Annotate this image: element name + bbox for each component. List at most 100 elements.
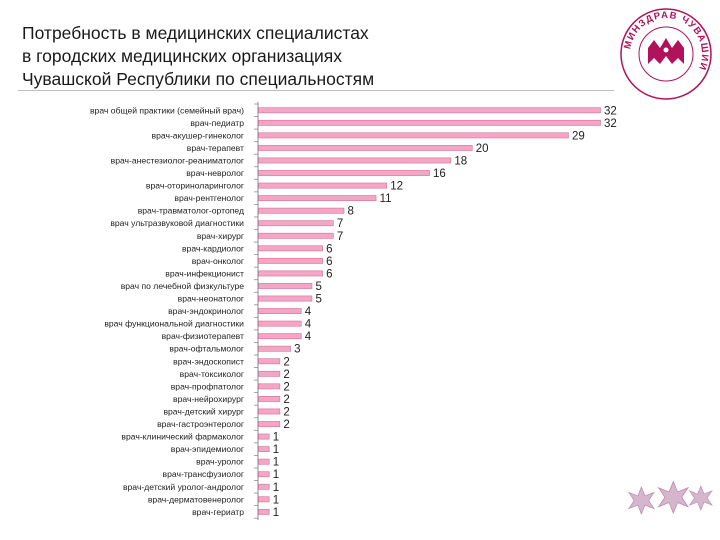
bar <box>258 195 377 202</box>
value-label: 18 <box>454 155 467 167</box>
category-label: врач-профпатолог <box>171 381 244 391</box>
value-label: 1 <box>273 469 279 481</box>
bar <box>258 270 323 277</box>
category-label: врач по лечебной физкультуре <box>121 281 245 291</box>
value-label: 4 <box>305 319 312 331</box>
bar <box>258 333 302 340</box>
category-label: врач-эпидемиолог <box>171 444 244 454</box>
value-label: 4 <box>305 306 312 318</box>
category-label: врач-гастроэнтеролог <box>157 419 244 429</box>
bar <box>258 358 281 365</box>
category-label: врач ультразвуковой диагностики <box>110 218 244 228</box>
value-label: 3 <box>294 344 300 356</box>
value-label: 2 <box>283 419 289 431</box>
bar <box>258 408 281 415</box>
bar <box>258 446 270 453</box>
bar <box>258 370 281 377</box>
category-label: врач общей практики (семейный врач) <box>90 105 244 115</box>
corner-ornament <box>627 480 713 515</box>
bar <box>258 132 569 139</box>
category-label: врач-детский уролог-андролог <box>123 482 244 492</box>
value-label: 12 <box>390 181 403 193</box>
value-label: 6 <box>326 268 332 280</box>
bar <box>258 508 270 515</box>
bar <box>258 232 334 239</box>
category-label: врач-дерматовенеролог <box>148 494 244 504</box>
category-label: врач-клинический фармаколог <box>121 432 244 442</box>
category-label: врач-терапевт <box>187 143 244 153</box>
value-label: 2 <box>283 356 289 368</box>
value-label: 2 <box>283 394 289 406</box>
bars-layer: врач общей практики (семейный врач) 32вра… <box>90 102 617 521</box>
value-label: 2 <box>283 381 289 393</box>
category-label: врач-травматолог-ортопед <box>138 206 244 216</box>
bar <box>258 257 323 264</box>
value-label: 20 <box>476 143 489 155</box>
bar <box>258 295 313 302</box>
value-label: 1 <box>273 432 279 444</box>
bar <box>258 107 601 114</box>
category-label: врач-нейрохирург <box>173 394 244 404</box>
value-label: 8 <box>348 206 354 218</box>
category-label: врач-гериатр <box>192 507 244 517</box>
category-label: врач-инфекционист <box>165 268 244 278</box>
bar <box>258 471 270 478</box>
bar <box>258 433 270 440</box>
value-label: 1 <box>273 482 279 494</box>
category-label: врач функциональной диагностики <box>104 319 244 329</box>
bar <box>258 283 313 289</box>
bar <box>258 220 334 227</box>
value-label: 32 <box>604 105 617 117</box>
bar <box>258 421 281 427</box>
value-label: 16 <box>433 168 446 180</box>
value-label: 7 <box>337 218 343 230</box>
category-label: врач-онколог <box>192 256 244 266</box>
value-label: 6 <box>326 256 332 268</box>
bar <box>258 182 388 189</box>
bar <box>258 245 323 252</box>
category-label: врач-акушер-гинеколог <box>152 130 244 140</box>
value-label: 1 <box>273 507 279 519</box>
category-label: врач-эндокринолог <box>168 306 244 316</box>
bar <box>258 308 302 314</box>
category-label: врач-детский хирург <box>163 406 244 416</box>
value-label: 29 <box>572 130 585 142</box>
category-label: врач-токсиколог <box>180 369 244 379</box>
bar <box>258 119 601 126</box>
bar <box>258 483 270 490</box>
bar <box>258 320 302 327</box>
category-label: врач-уролог <box>196 457 244 467</box>
value-label: 1 <box>273 494 279 506</box>
bar <box>258 496 270 503</box>
bar <box>258 396 281 402</box>
bar <box>258 345 291 352</box>
value-label: 5 <box>315 294 321 306</box>
category-label: врач-неонатолог <box>178 294 244 304</box>
ministry-logo: МИНЗДРАВ ЧУВАШИИ <box>620 8 712 100</box>
category-label: врач-эндоскопист <box>173 356 244 366</box>
slide-title: Потребность в медицинских специалистах в… <box>22 23 375 89</box>
category-label: врач-оториноларинголог <box>146 181 244 191</box>
bar <box>258 207 345 214</box>
value-label: 1 <box>273 457 279 469</box>
value-label: 7 <box>337 231 343 243</box>
value-label: 4 <box>305 331 312 343</box>
value-label: 32 <box>604 118 617 130</box>
category-label: врач-физиотерапевт <box>162 331 244 341</box>
value-label: 1 <box>273 444 279 456</box>
category-label: врач-педиатр <box>190 118 244 128</box>
category-label: врач-хирург <box>197 231 244 241</box>
bar <box>258 458 270 465</box>
category-label: врач-невролог <box>186 168 244 178</box>
bar <box>258 157 452 164</box>
title-divider <box>18 90 614 91</box>
bar <box>258 170 430 176</box>
value-label: 2 <box>283 369 289 381</box>
bar <box>258 145 473 151</box>
category-label: врач-трансфузиолог <box>163 469 244 479</box>
category-label: врач-офтальмолог <box>169 344 244 354</box>
category-label: врач-анестезиолог-реаниматолог <box>111 155 244 165</box>
category-label: врач-рентгенолог <box>174 193 244 203</box>
category-label: врач-кардиолог <box>182 243 244 253</box>
